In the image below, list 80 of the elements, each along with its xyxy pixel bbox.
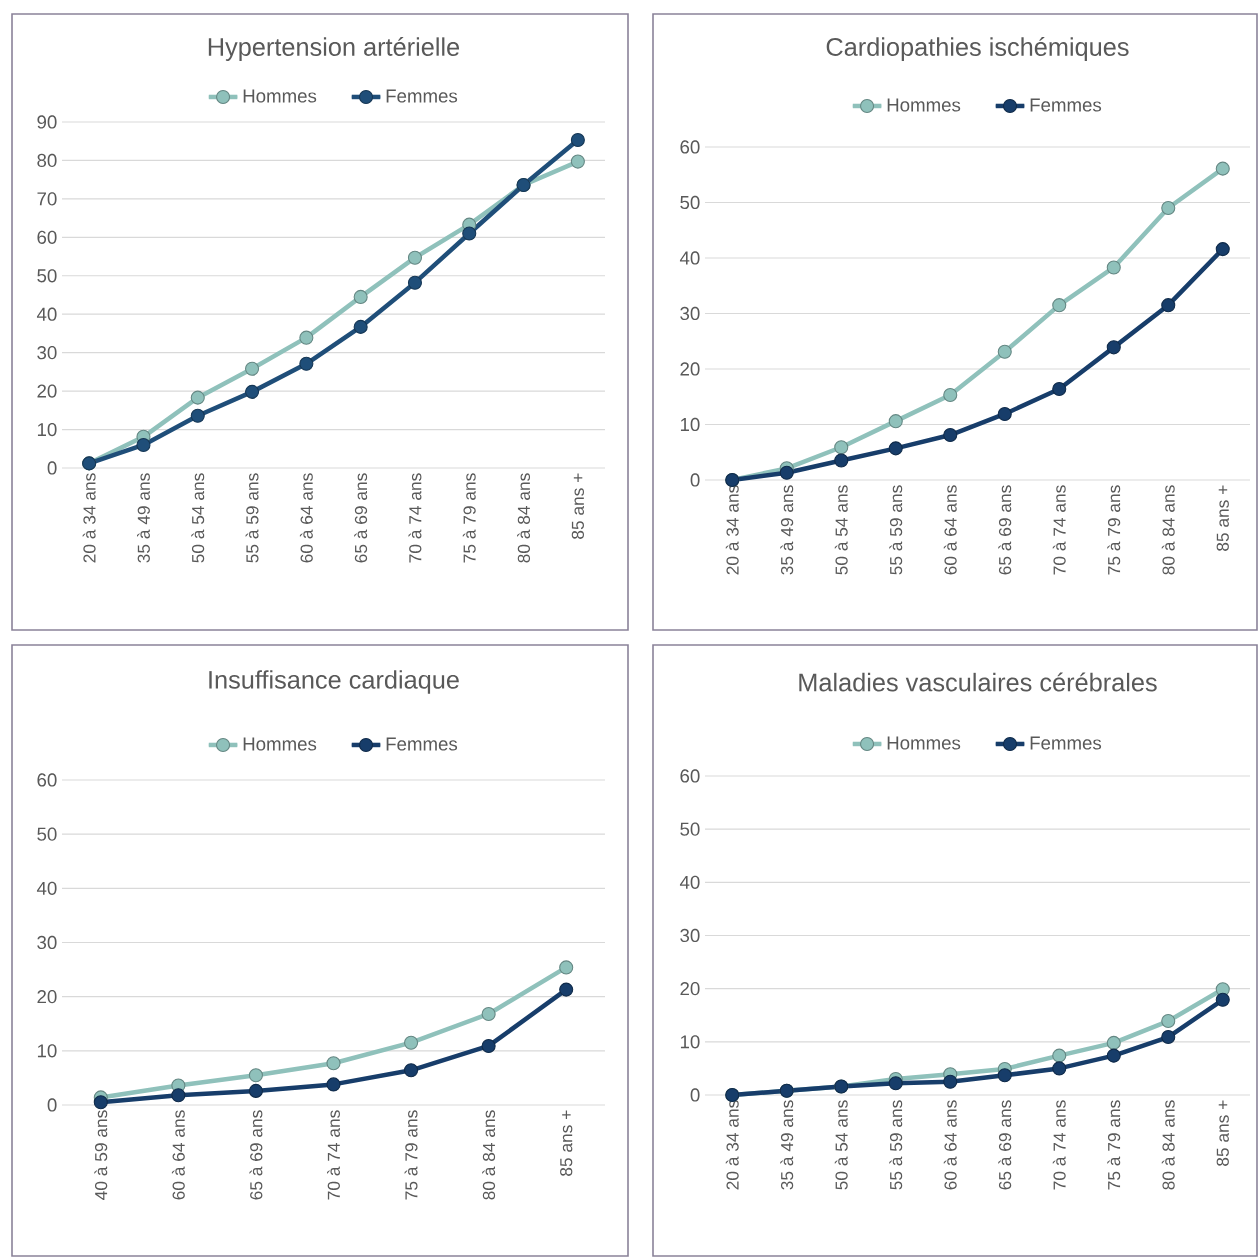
y-tick-label: 60	[680, 769, 700, 783]
x-tick-label: 75 à 79 ans	[404, 1110, 418, 1200]
chart-title: Cardiopathies ischémiques	[826, 37, 1129, 61]
x-tick-label: 35 à 49 ans	[780, 1100, 794, 1190]
y-tick-label: 40	[36, 881, 57, 895]
y-tick-label: 0	[690, 1088, 700, 1102]
x-tick-label: 65 à 69 ans	[998, 1100, 1012, 1190]
y-tick-label: 10	[680, 1035, 700, 1049]
x-tick-label: 85 ans +	[571, 473, 584, 539]
x-tick-label: 70 à 74 ans	[408, 473, 422, 563]
chart-title: Insuffisance cardiaque	[209, 670, 459, 694]
x-tick-label: 75 à 79 ans	[1107, 1100, 1121, 1190]
x-tick-label: 75 à 79 ans	[1107, 485, 1121, 575]
y-tick-label: 10	[37, 1044, 57, 1058]
y-tick-label: 20	[37, 384, 57, 398]
y-tick-label: 20	[680, 362, 700, 376]
y-tick-label: 90	[37, 115, 57, 129]
y-tick-label: 30	[680, 928, 700, 943]
y-tick-label: 0	[47, 461, 57, 475]
y-tick-label: 50	[680, 195, 700, 210]
x-tick-label: 80 à 84 ans	[1161, 485, 1175, 575]
legend-label: Femmes	[386, 737, 458, 751]
y-tick-label: 30	[37, 935, 57, 950]
legend-label: Hommes	[887, 98, 961, 112]
x-tick-label: 75 à 79 ans	[462, 473, 476, 563]
x-tick-label: 65 à 69 ans	[354, 473, 368, 563]
y-tick-label: 80	[37, 153, 57, 168]
y-tick-label: 20	[37, 990, 57, 1004]
y-tick-label: 60	[37, 773, 57, 787]
y-tick-label: 0	[690, 473, 700, 487]
legend-label: Femmes	[386, 89, 458, 103]
legend-label: Hommes	[243, 737, 317, 751]
y-tick-label: 40	[679, 875, 700, 889]
x-tick-label: 85 ans +	[1216, 1100, 1229, 1166]
x-tick-label: 35 à 49 ans	[137, 473, 150, 563]
y-tick-label: 30	[680, 306, 700, 321]
x-tick-label: 20 à 34 ans	[82, 473, 96, 563]
legend-label: Hommes	[887, 736, 961, 750]
legend-label: Femmes	[1030, 98, 1102, 112]
x-tick-label: 50 à 54 ans	[834, 485, 848, 575]
y-tick-label: 40	[36, 307, 57, 321]
y-tick-label: 40	[679, 251, 700, 265]
chart-title: Hypertension artérielle	[208, 37, 460, 61]
x-tick-label: 65 à 69 ans	[998, 485, 1012, 575]
x-tick-label: 60 à 64 ans	[299, 473, 313, 563]
x-tick-label: 70 à 74 ans	[1052, 485, 1066, 575]
legend-label: Hommes	[243, 89, 317, 103]
x-tick-label: 20 à 34 ans	[725, 485, 739, 575]
y-tick-label: 60	[37, 230, 57, 244]
y-tick-label: 50	[37, 269, 57, 283]
x-tick-label: 55 à 59 ans	[889, 1100, 903, 1190]
x-tick-label: 60 à 64 ans	[171, 1110, 185, 1200]
y-tick-label: 30	[37, 346, 57, 360]
x-tick-label: 40 à 59 ans	[94, 1110, 108, 1200]
x-tick-label: 70 à 74 ans	[1052, 1100, 1066, 1190]
y-tick-label: 70	[37, 192, 57, 206]
x-tick-label: 55 à 59 ans	[889, 485, 903, 575]
x-tick-label: 50 à 54 ans	[191, 473, 205, 563]
x-tick-label: 60 à 64 ans	[943, 485, 957, 575]
legend-label: Femmes	[1030, 736, 1102, 750]
x-tick-label: 70 à 74 ans	[327, 1110, 340, 1200]
x-tick-label: 65 à 69 ans	[249, 1110, 263, 1200]
chart-title: Maladies vasculaires cérébrales	[799, 672, 1157, 692]
x-tick-label: 35 à 49 ans	[780, 485, 794, 575]
x-tick-label: 85 ans +	[560, 1110, 573, 1176]
x-tick-label: 20 à 34 ans	[725, 1100, 739, 1190]
y-tick-label: 10	[680, 417, 700, 432]
x-tick-label: 50 à 54 ans	[834, 1100, 848, 1190]
x-tick-label: 80 à 84 ans	[482, 1110, 496, 1200]
y-tick-label: 20	[680, 982, 700, 996]
y-tick-label: 0	[47, 1098, 57, 1112]
y-tick-label: 50	[37, 827, 57, 841]
x-tick-label: 85 ans +	[1216, 485, 1229, 551]
x-tick-label: 80 à 84 ans	[517, 473, 531, 563]
y-tick-label: 50	[680, 822, 700, 836]
y-tick-label: 10	[37, 422, 57, 437]
x-tick-label: 80 à 84 ans	[1161, 1100, 1175, 1190]
x-tick-label: 55 à 59 ans	[245, 473, 259, 563]
x-tick-label: 60 à 64 ans	[943, 1100, 957, 1190]
y-tick-label: 60	[680, 140, 700, 154]
